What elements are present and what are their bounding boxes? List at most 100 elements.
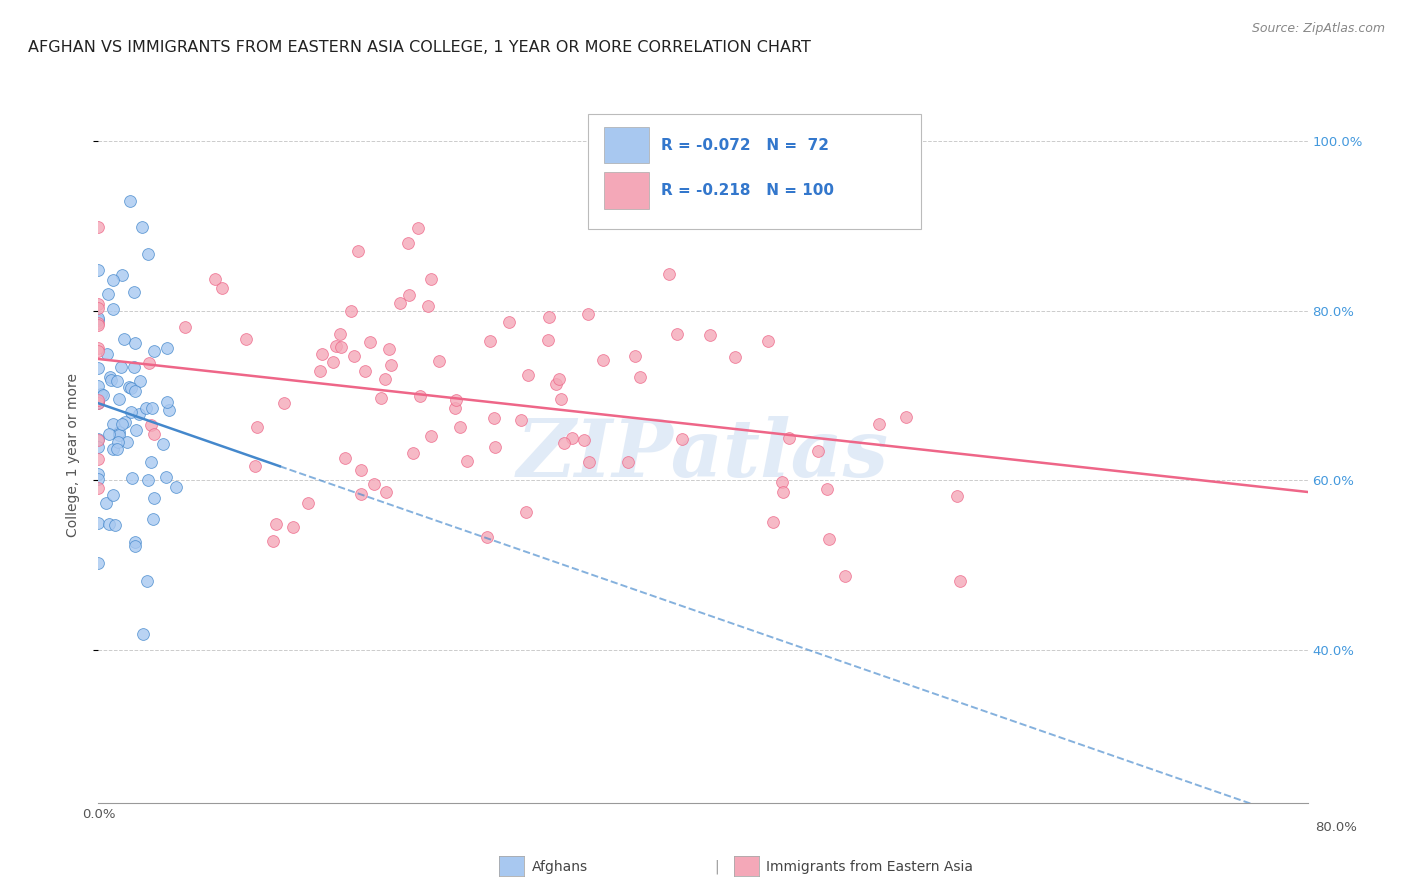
Point bbox=[135, 401, 157, 415]
Point bbox=[479, 334, 502, 348]
Point bbox=[770, 475, 793, 489]
Point bbox=[108, 425, 131, 439]
Point bbox=[132, 627, 155, 641]
Point bbox=[498, 314, 520, 328]
Point bbox=[772, 484, 794, 499]
Point bbox=[138, 356, 160, 370]
Point bbox=[409, 389, 432, 403]
Point bbox=[630, 369, 652, 384]
Point bbox=[165, 480, 187, 494]
Point bbox=[101, 273, 124, 287]
Text: Source: ZipAtlas.com: Source: ZipAtlas.com bbox=[1251, 22, 1385, 36]
Point bbox=[104, 517, 127, 532]
Point bbox=[329, 327, 352, 342]
Point bbox=[174, 320, 197, 334]
Point bbox=[152, 437, 174, 451]
Point bbox=[105, 442, 128, 456]
Point bbox=[108, 427, 131, 442]
Point bbox=[443, 401, 465, 416]
Text: R = -0.072   N =  72: R = -0.072 N = 72 bbox=[661, 137, 828, 153]
Point bbox=[420, 429, 443, 443]
Point bbox=[509, 412, 531, 426]
Point bbox=[517, 368, 540, 382]
Point bbox=[246, 419, 269, 434]
Point bbox=[87, 262, 110, 277]
Point bbox=[97, 286, 120, 301]
FancyBboxPatch shape bbox=[603, 172, 648, 209]
Point bbox=[98, 426, 121, 441]
Point bbox=[143, 427, 166, 442]
Point bbox=[107, 374, 129, 388]
Text: 80.0%: 80.0% bbox=[1315, 821, 1357, 834]
Point bbox=[297, 496, 319, 510]
Point bbox=[427, 354, 450, 368]
Point bbox=[658, 267, 681, 281]
FancyBboxPatch shape bbox=[588, 114, 921, 229]
Point bbox=[333, 450, 356, 465]
Point bbox=[131, 219, 153, 234]
Point bbox=[537, 334, 560, 348]
Point bbox=[419, 272, 441, 286]
Point bbox=[416, 299, 439, 313]
Point bbox=[243, 459, 266, 474]
Point bbox=[756, 334, 779, 349]
Point bbox=[665, 326, 688, 341]
Point bbox=[396, 236, 419, 251]
Point bbox=[896, 409, 918, 424]
Point bbox=[561, 431, 583, 445]
Point bbox=[87, 395, 110, 409]
Point bbox=[949, 574, 972, 589]
Point bbox=[87, 393, 110, 408]
Point bbox=[322, 354, 344, 368]
Point bbox=[87, 313, 110, 327]
Point bbox=[548, 372, 571, 386]
Point bbox=[374, 485, 396, 500]
Point bbox=[475, 530, 498, 544]
Text: ZIPatlas: ZIPatlas bbox=[517, 417, 889, 493]
Point bbox=[515, 505, 537, 519]
Point bbox=[101, 488, 124, 502]
Point bbox=[815, 482, 838, 496]
Point bbox=[402, 446, 425, 460]
Point bbox=[446, 393, 468, 408]
Point bbox=[91, 387, 114, 401]
Point bbox=[98, 370, 121, 384]
Point bbox=[724, 350, 747, 364]
Text: Immigrants from Eastern Asia: Immigrants from Eastern Asia bbox=[766, 860, 973, 874]
Point bbox=[550, 392, 572, 407]
Text: Afghans: Afghans bbox=[531, 860, 588, 874]
Point bbox=[124, 285, 146, 299]
Point bbox=[262, 533, 284, 548]
Point bbox=[380, 358, 402, 372]
Text: AFGHAN VS IMMIGRANTS FROM EASTERN ASIA COLLEGE, 1 YEAR OR MORE CORRELATION CHART: AFGHAN VS IMMIGRANTS FROM EASTERN ASIA C… bbox=[28, 40, 811, 55]
Point bbox=[204, 272, 226, 286]
Point bbox=[87, 396, 110, 410]
Point bbox=[576, 306, 599, 320]
Point bbox=[111, 268, 134, 282]
Point bbox=[124, 336, 146, 351]
Point bbox=[378, 342, 401, 356]
Point bbox=[155, 469, 177, 483]
Point bbox=[122, 359, 145, 374]
Point bbox=[359, 335, 381, 350]
Point bbox=[374, 372, 396, 386]
Point bbox=[87, 472, 110, 486]
Point bbox=[87, 516, 110, 531]
Point bbox=[87, 379, 110, 393]
Point bbox=[87, 556, 110, 570]
Point bbox=[406, 221, 429, 235]
Point bbox=[128, 407, 150, 421]
Point bbox=[111, 417, 134, 431]
Point bbox=[87, 219, 110, 234]
Point bbox=[87, 452, 110, 467]
Point bbox=[120, 405, 142, 419]
Point bbox=[101, 417, 124, 431]
Point bbox=[347, 244, 370, 258]
FancyBboxPatch shape bbox=[603, 128, 648, 163]
Point bbox=[235, 332, 257, 346]
Point bbox=[538, 310, 561, 324]
Point bbox=[108, 392, 131, 407]
Point bbox=[553, 436, 575, 450]
Point bbox=[124, 384, 146, 399]
Y-axis label: College, 1 year or more: College, 1 year or more bbox=[66, 373, 80, 537]
